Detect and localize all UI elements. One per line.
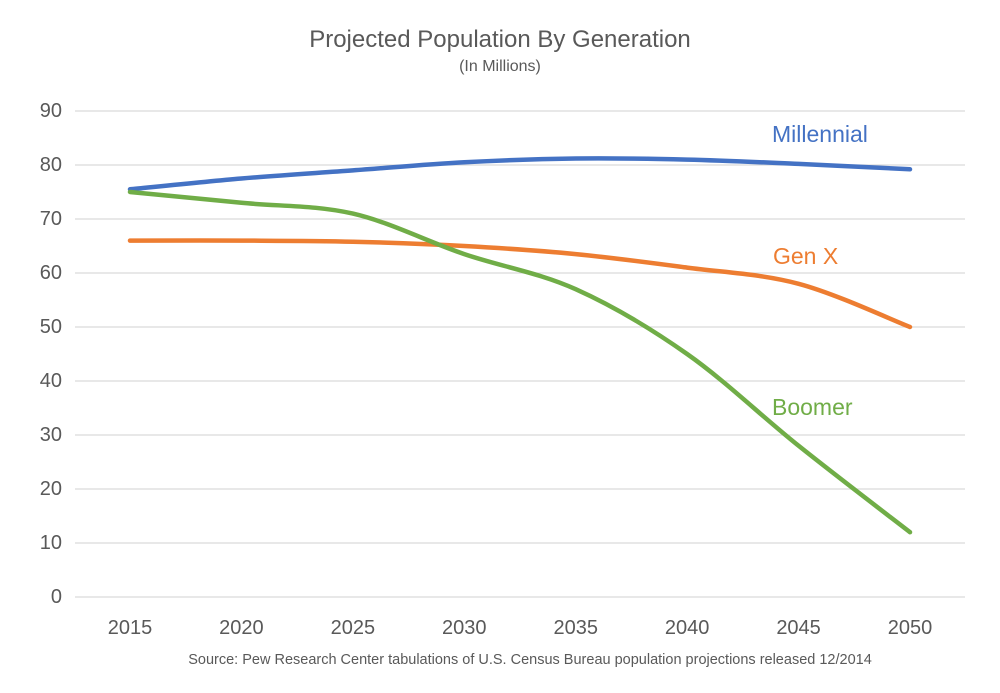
boomer-line bbox=[127, 189, 913, 535]
y-axis-label-50: 50 bbox=[39, 316, 62, 338]
y-axis-label-90: 90 bbox=[39, 100, 62, 122]
x-axis-label-2025: 2025 bbox=[330, 617, 376, 639]
y-axis-label-20: 20 bbox=[39, 478, 62, 500]
chart-title: Projected Population By Generation bbox=[309, 26, 691, 53]
y-axis-label-40: 40 bbox=[39, 370, 62, 392]
y-axis-label-10: 10 bbox=[39, 532, 62, 554]
x-axis-label-2030: 2030 bbox=[442, 617, 487, 639]
y-axis-label-60: 60 bbox=[39, 262, 62, 284]
millennial-line bbox=[127, 156, 913, 192]
source-note: Source: Pew Research Center tabulations … bbox=[188, 652, 872, 668]
y-axis-label-0: 0 bbox=[50, 586, 62, 608]
x-axis-label-2015: 2015 bbox=[107, 617, 153, 639]
y-axis-label-30: 30 bbox=[39, 424, 62, 446]
y-axis-label-70: 70 bbox=[39, 208, 62, 230]
x-axis-label-2035: 2035 bbox=[553, 617, 598, 639]
gen-x-line bbox=[127, 238, 913, 330]
x-axis-label-2045: 2045 bbox=[776, 617, 821, 639]
x-axis-label-2040: 2040 bbox=[664, 617, 710, 639]
chart-subtitle: (In Millions) bbox=[459, 58, 541, 75]
series-label-gen-x: Gen X bbox=[773, 243, 839, 269]
y-axis-label-80: 80 bbox=[39, 154, 62, 176]
x-axis-label-2050: 2050 bbox=[887, 617, 933, 639]
series-label-millennial: Millennial bbox=[772, 121, 868, 147]
series-label-boomer: Boomer bbox=[772, 394, 853, 420]
x-axis-label-2020: 2020 bbox=[219, 617, 264, 639]
